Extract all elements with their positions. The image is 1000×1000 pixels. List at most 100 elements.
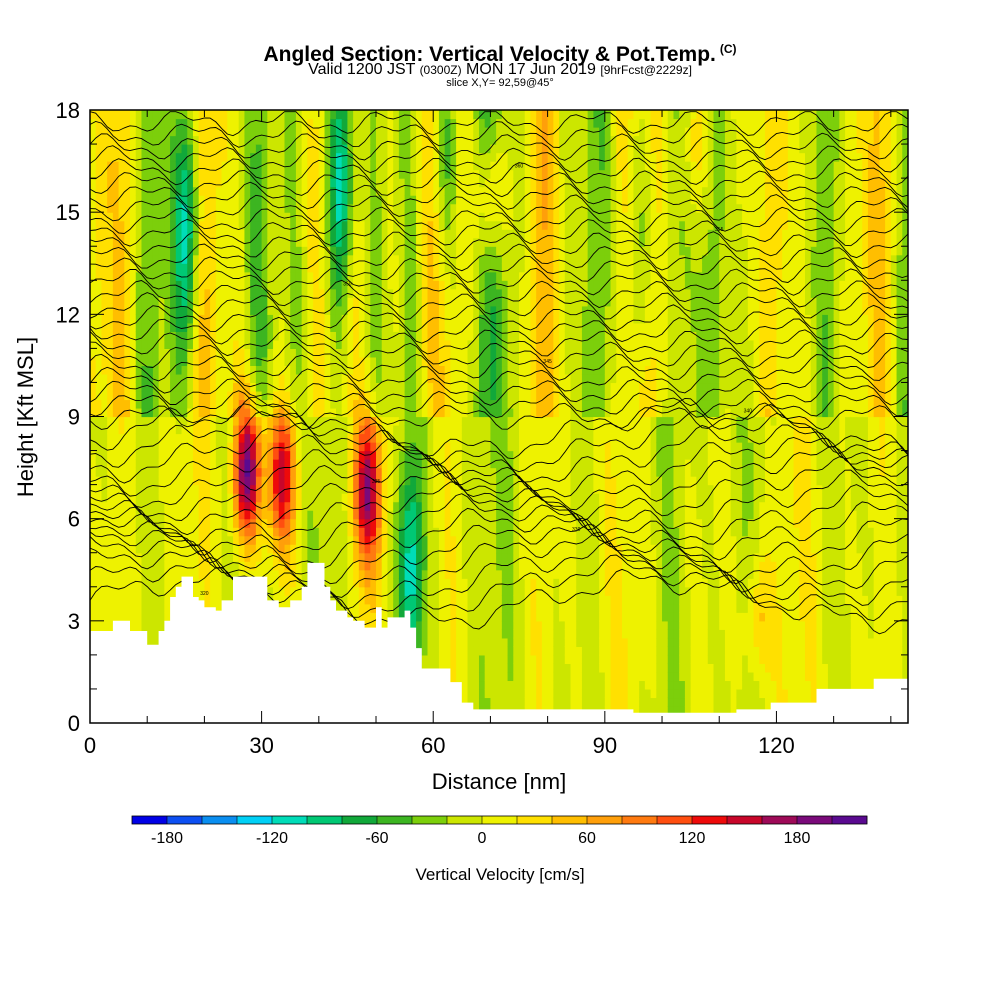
velocity-cell bbox=[461, 620, 469, 630]
velocity-cell bbox=[107, 535, 114, 545]
velocity-cell bbox=[341, 254, 349, 264]
velocity-cell bbox=[250, 373, 257, 384]
velocity-cell bbox=[324, 288, 331, 298]
velocity-cell bbox=[438, 110, 446, 120]
velocity-cell bbox=[135, 356, 143, 367]
velocity-cell bbox=[467, 425, 474, 435]
velocity-cell bbox=[170, 416, 177, 426]
velocity-cell bbox=[381, 459, 389, 469]
velocity-cell bbox=[450, 144, 457, 154]
velocity-cell bbox=[267, 467, 274, 477]
velocity-cell bbox=[473, 671, 480, 682]
velocity-cell bbox=[152, 161, 160, 171]
velocity-cell bbox=[381, 348, 389, 358]
velocity-cell bbox=[438, 637, 446, 647]
velocity-cell bbox=[421, 322, 429, 332]
velocity-cell bbox=[427, 561, 434, 571]
velocity-cell bbox=[187, 356, 194, 367]
velocity-cell bbox=[204, 373, 211, 384]
velocity-cell bbox=[147, 178, 154, 188]
velocity-cell bbox=[313, 535, 320, 545]
velocity-cell bbox=[387, 186, 394, 196]
velocity-cell bbox=[221, 169, 228, 179]
velocity-cell bbox=[244, 280, 251, 290]
velocity-cell bbox=[284, 110, 291, 120]
velocity-cell bbox=[341, 552, 349, 562]
velocity-cell bbox=[295, 501, 303, 511]
velocity-cell bbox=[135, 552, 143, 562]
velocity-cell bbox=[461, 229, 469, 239]
velocity-cell bbox=[233, 348, 240, 358]
velocity-cell bbox=[381, 322, 389, 332]
velocity-cell bbox=[187, 433, 194, 443]
velocity-cell bbox=[427, 229, 434, 239]
velocity-cell bbox=[324, 263, 331, 273]
velocity-cell bbox=[147, 493, 154, 503]
velocity-cell bbox=[278, 373, 286, 384]
velocity-cell bbox=[261, 365, 268, 375]
velocity-cell bbox=[215, 254, 223, 264]
velocity-cell bbox=[267, 144, 274, 154]
velocity-cell bbox=[158, 407, 165, 418]
velocity-cell bbox=[398, 561, 406, 571]
velocity-cell bbox=[410, 322, 417, 332]
velocity-cell bbox=[215, 144, 223, 154]
velocity-cell bbox=[456, 288, 463, 298]
velocity-cell bbox=[210, 322, 217, 332]
velocity-cell bbox=[387, 433, 394, 443]
velocity-cell bbox=[152, 586, 160, 596]
velocity-cell bbox=[261, 135, 268, 145]
velocity-cell bbox=[438, 254, 446, 264]
velocity-cell bbox=[410, 314, 417, 324]
velocity-cell bbox=[456, 603, 463, 613]
velocity-cell bbox=[141, 169, 148, 179]
velocity-cell bbox=[284, 459, 291, 469]
velocity-cell bbox=[175, 365, 183, 375]
velocity-cell bbox=[90, 356, 97, 367]
velocity-cell bbox=[387, 305, 394, 315]
velocity-cell bbox=[416, 637, 423, 647]
velocity-cell bbox=[204, 467, 211, 477]
velocity-cell bbox=[364, 195, 371, 205]
velocity-cell bbox=[410, 161, 417, 171]
velocity-cell bbox=[152, 195, 160, 205]
velocity-cell bbox=[124, 127, 131, 137]
velocity-cell bbox=[478, 407, 486, 418]
velocity-cell bbox=[381, 169, 389, 179]
velocity-cell bbox=[267, 518, 274, 528]
velocity-cell bbox=[135, 212, 143, 222]
velocity-cell bbox=[341, 407, 349, 418]
velocity-cell bbox=[307, 493, 314, 503]
velocity-cell bbox=[376, 169, 383, 179]
velocity-cell bbox=[112, 118, 120, 128]
velocity-cell bbox=[461, 331, 469, 341]
velocity-cell bbox=[221, 433, 228, 443]
velocity-cell bbox=[164, 331, 171, 341]
velocity-cell bbox=[427, 356, 434, 367]
velocity-cell bbox=[273, 467, 280, 477]
velocity-cell bbox=[467, 527, 474, 537]
velocity-cell bbox=[295, 476, 303, 486]
velocity-cell bbox=[478, 561, 486, 571]
velocity-cell bbox=[324, 569, 331, 579]
velocity-cell bbox=[175, 544, 183, 554]
velocity-cell bbox=[358, 527, 366, 537]
velocity-cell bbox=[421, 484, 429, 494]
velocity-cell bbox=[473, 416, 480, 426]
velocity-cell bbox=[107, 314, 114, 324]
velocity-cell bbox=[255, 561, 263, 571]
velocity-cell bbox=[313, 399, 320, 409]
velocity-cell bbox=[381, 493, 389, 503]
velocity-cell bbox=[255, 314, 263, 324]
velocity-cell bbox=[227, 484, 234, 494]
velocity-cell bbox=[255, 459, 263, 469]
velocity-cell bbox=[473, 339, 480, 349]
velocity-cell bbox=[473, 459, 480, 469]
velocity-cell bbox=[347, 510, 354, 520]
velocity-cell bbox=[450, 229, 457, 239]
velocity-cell bbox=[244, 382, 251, 392]
velocity-cell bbox=[301, 544, 308, 554]
velocity-cell bbox=[376, 186, 383, 196]
velocity-cell bbox=[421, 186, 429, 196]
velocity-cell bbox=[335, 186, 343, 196]
